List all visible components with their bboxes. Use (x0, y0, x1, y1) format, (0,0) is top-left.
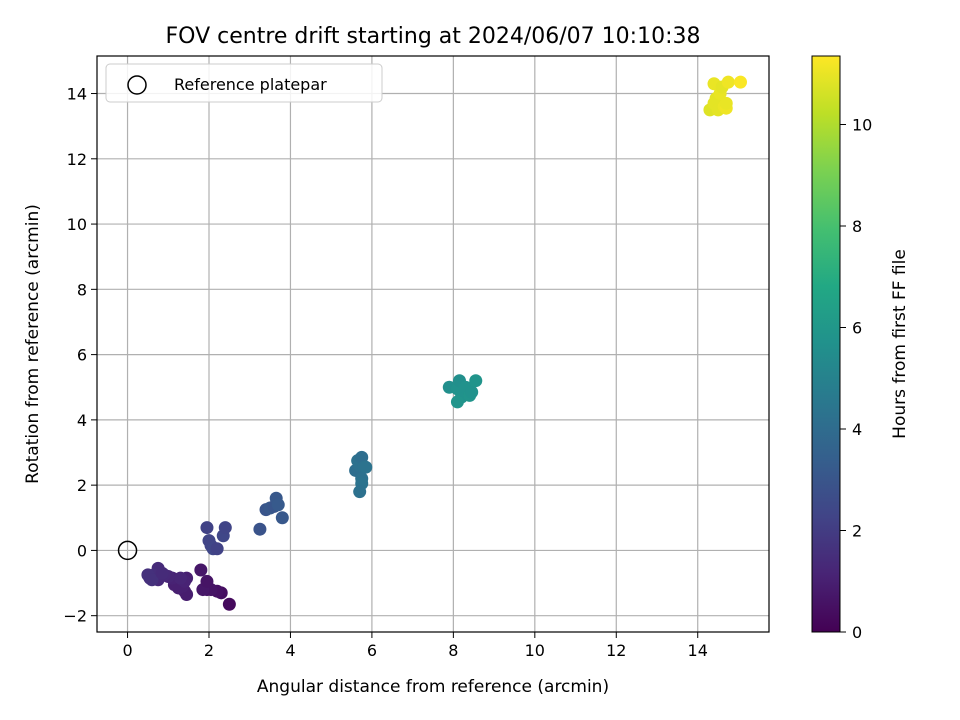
colorbar-gradient (811, 55, 841, 633)
data-point (145, 573, 159, 587)
legend: Reference platepar (105, 63, 383, 103)
x-tick-label: 4 (285, 641, 295, 660)
data-point (733, 75, 747, 89)
data-point (222, 597, 236, 611)
plot-area (96, 55, 770, 633)
x-tick-label: 2 (204, 641, 214, 660)
colorbar-tick-label: 0 (852, 623, 862, 642)
colorbar-tick-label: 10 (852, 116, 872, 135)
x-tick-label: 12 (606, 641, 626, 660)
x-tick-label: 10 (525, 641, 545, 660)
data-point (359, 460, 373, 474)
data-points (141, 75, 747, 611)
data-point (469, 374, 483, 388)
data-point (200, 574, 214, 588)
grid (97, 56, 769, 632)
y-tick-label: 14 (67, 85, 87, 104)
data-point (218, 521, 232, 535)
y-tick-label: −2 (63, 607, 87, 626)
data-point (210, 542, 224, 556)
data-point (719, 96, 733, 110)
plot-background (97, 56, 769, 632)
x-tick-label: 8 (448, 641, 458, 660)
data-point (200, 521, 214, 535)
y-axis: −2 0 2 4 6 8 10 12 14 (63, 85, 97, 626)
reference-marker (117, 540, 138, 561)
x-tick-label: 0 (122, 641, 132, 660)
y-tick-label: 6 (77, 346, 87, 365)
y-tick-label: 12 (67, 150, 87, 169)
colorbar-tick-label: 4 (852, 420, 862, 439)
x-axis-label: Angular distance from reference (arcmin) (257, 677, 609, 697)
colorbar-label: Hours from first FF file (890, 249, 910, 439)
legend-label-reference: Reference platepar (174, 75, 327, 94)
y-tick-label: 10 (67, 215, 87, 234)
colorbar-tick-label: 6 (852, 319, 862, 338)
y-tick-label: 2 (77, 476, 87, 495)
y-tick-label: 4 (77, 411, 87, 430)
data-point (353, 485, 367, 499)
data-point (355, 450, 369, 464)
y-axis-label: Rotation from reference (arcmin) (23, 204, 43, 484)
colorbar: 0 2 4 6 8 10 Hours from first FF file (811, 55, 910, 642)
legend-box (105, 63, 383, 103)
legend-marker-reference (127, 75, 147, 95)
colorbar-ticks: 0 2 4 6 8 10 (840, 116, 872, 642)
data-point (194, 563, 208, 577)
data-point (155, 566, 169, 580)
chart-title: FOV centre drift starting at 2024/06/07 … (166, 24, 701, 49)
data-point (271, 498, 285, 512)
x-axis: 0 2 4 6 8 10 12 14 (122, 632, 708, 660)
plot-frame (96, 55, 770, 633)
x-tick-label: 14 (688, 641, 708, 660)
y-tick-label: 0 (77, 541, 87, 560)
colorbar-tick-label: 8 (852, 217, 862, 236)
data-point (253, 522, 267, 536)
data-point (173, 571, 187, 585)
data-point (721, 75, 735, 89)
data-point (465, 385, 479, 399)
data-point (275, 511, 289, 525)
y-tick-label: 8 (77, 280, 87, 299)
colorbar-tick-label: 2 (852, 522, 862, 541)
x-tick-label: 6 (367, 641, 377, 660)
data-point (450, 395, 464, 409)
